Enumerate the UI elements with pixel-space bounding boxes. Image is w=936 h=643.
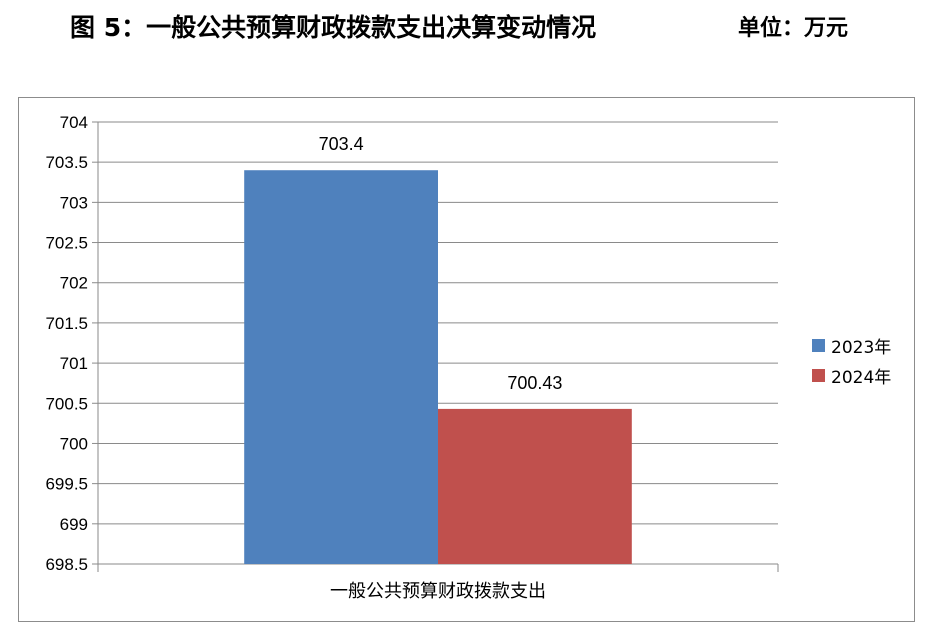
legend: 2023年 2024年 [812,330,891,390]
y-tick-label: 702 [60,274,88,293]
y-tick-label: 703.5 [45,153,88,172]
x-category-label: 一般公共预算财政拨款支出 [330,581,546,602]
legend-label-2023: 2023年 [831,337,892,358]
legend-label-2024: 2024年 [831,367,892,388]
y-tick-label: 700.5 [45,394,88,413]
title-row: 图 5：一般公共预算财政拨款支出决算变动情况 单位：万元 [0,8,936,48]
data-label: 700.43 [507,373,562,393]
unit-label: 单位：万元 [738,16,849,41]
y-tick-label: 703 [60,193,88,212]
legend-item-2024: 2024年 [812,360,891,390]
y-tick-label: 699.5 [45,475,88,494]
y-tick-label: 700 [60,434,88,453]
y-tick-label: 701.5 [45,314,88,333]
legend-swatch-2024 [812,368,825,382]
legend-item-2023: 2023年 [812,330,891,360]
bar-2023 [244,170,438,564]
y-tick-label: 701 [60,354,88,373]
data-label: 703.4 [319,134,364,154]
legend-swatch-2023 [812,338,825,352]
y-tick-label: 698.5 [45,555,88,574]
y-tick-label: 702.5 [45,234,88,253]
bar-2024 [438,408,632,564]
y-tick-label: 699 [60,515,88,534]
y-tick-label: 704 [60,113,88,132]
chart-title: 图 5：一般公共预算财政拨款支出决算变动情况 [70,13,597,42]
chart-frame [18,97,915,622]
